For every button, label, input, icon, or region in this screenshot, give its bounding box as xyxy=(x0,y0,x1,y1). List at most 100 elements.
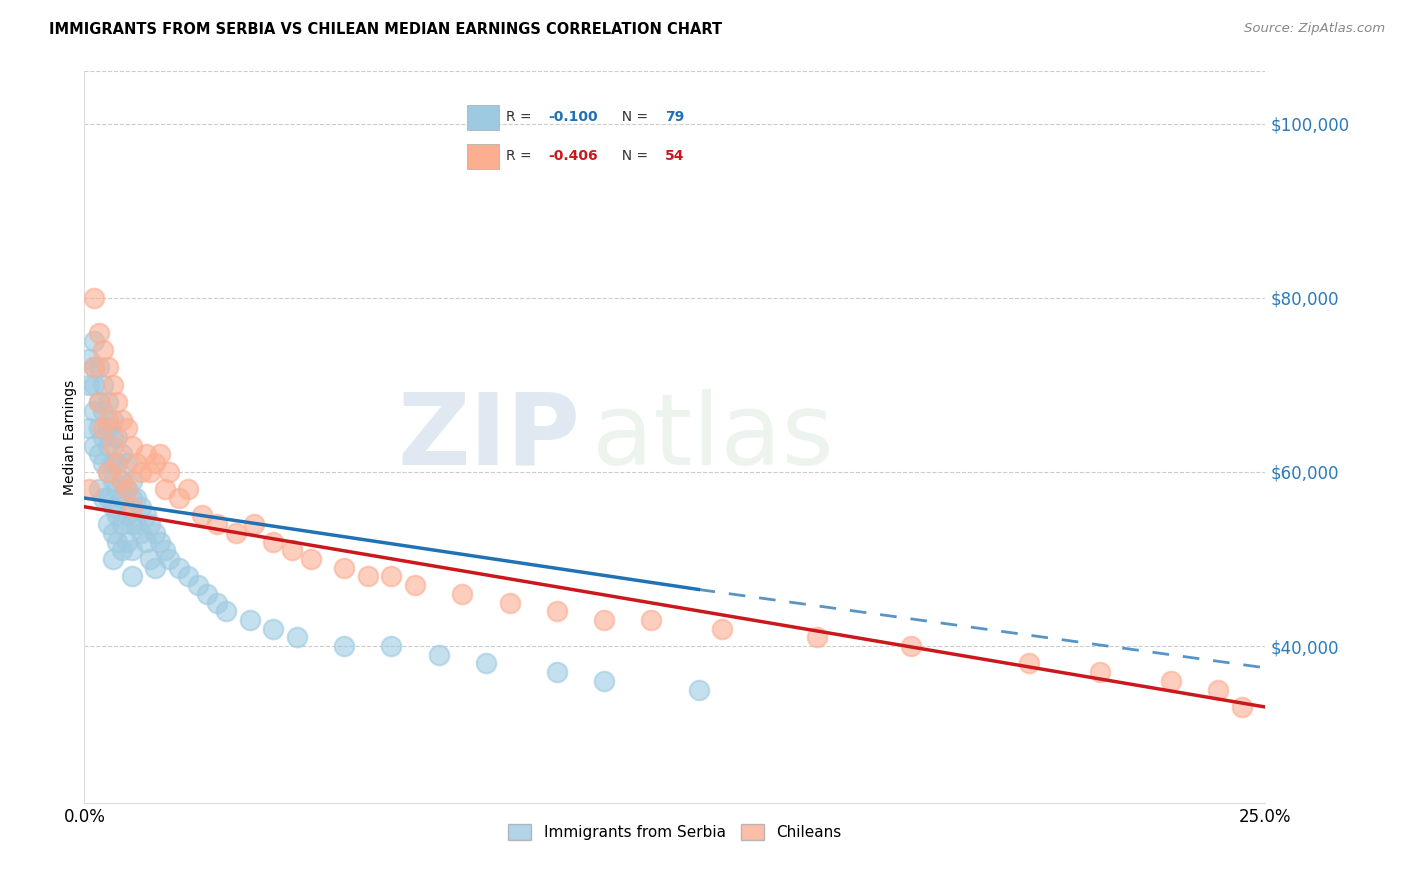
Point xyxy=(77,421,100,435)
Point xyxy=(83,291,105,305)
Point xyxy=(107,395,129,409)
Point xyxy=(97,360,120,375)
Point xyxy=(101,430,124,444)
Point xyxy=(107,430,129,444)
Point xyxy=(380,639,402,653)
Point xyxy=(167,560,190,574)
Point xyxy=(91,421,114,435)
Point xyxy=(111,543,134,558)
Point xyxy=(177,483,200,497)
Text: IMMIGRANTS FROM SERBIA VS CHILEAN MEDIAN EARNINGS CORRELATION CHART: IMMIGRANTS FROM SERBIA VS CHILEAN MEDIAN… xyxy=(49,22,723,37)
Point xyxy=(125,491,148,505)
Point xyxy=(83,439,105,453)
Point xyxy=(143,560,166,574)
Point xyxy=(225,525,247,540)
Point xyxy=(205,595,228,609)
Point xyxy=(97,395,120,409)
Point xyxy=(101,474,124,488)
Point xyxy=(115,421,138,435)
Point xyxy=(427,648,450,662)
Point xyxy=(475,657,498,671)
Point xyxy=(333,639,356,653)
Point xyxy=(115,483,138,497)
Legend: Immigrants from Serbia, Chileans: Immigrants from Serbia, Chileans xyxy=(502,818,848,847)
Point xyxy=(101,456,124,470)
Point xyxy=(498,595,520,609)
Point xyxy=(143,525,166,540)
Point xyxy=(593,613,616,627)
Point xyxy=(135,534,157,549)
Point xyxy=(205,517,228,532)
Point xyxy=(167,491,190,505)
Point xyxy=(107,483,129,497)
Point xyxy=(87,448,110,462)
Point xyxy=(87,395,110,409)
Point xyxy=(187,578,209,592)
Point xyxy=(149,448,172,462)
Point xyxy=(121,517,143,532)
Point xyxy=(77,483,100,497)
Point xyxy=(593,673,616,688)
Point xyxy=(101,377,124,392)
Point xyxy=(711,622,734,636)
Point xyxy=(115,483,138,497)
Point xyxy=(111,448,134,462)
Point xyxy=(111,517,134,532)
Point xyxy=(191,508,214,523)
Point xyxy=(83,360,105,375)
Point xyxy=(121,500,143,514)
Point xyxy=(115,456,138,470)
Point xyxy=(404,578,426,592)
Text: ZIP: ZIP xyxy=(398,389,581,485)
Point xyxy=(125,517,148,532)
Text: Source: ZipAtlas.com: Source: ZipAtlas.com xyxy=(1244,22,1385,36)
Point xyxy=(357,569,380,583)
Point xyxy=(83,377,105,392)
Point xyxy=(177,569,200,583)
Point xyxy=(380,569,402,583)
Point xyxy=(135,448,157,462)
Point xyxy=(299,552,322,566)
Point xyxy=(121,491,143,505)
Point xyxy=(111,491,134,505)
Point xyxy=(157,552,180,566)
Point xyxy=(107,456,129,470)
Point xyxy=(139,465,162,479)
Point xyxy=(97,517,120,532)
Point xyxy=(111,474,134,488)
Point xyxy=(107,456,129,470)
Point xyxy=(281,543,304,558)
Point xyxy=(139,517,162,532)
Point xyxy=(107,534,129,549)
Point xyxy=(451,587,474,601)
Point xyxy=(101,500,124,514)
Point xyxy=(91,456,114,470)
Point xyxy=(115,508,138,523)
Point xyxy=(262,622,284,636)
Point xyxy=(125,456,148,470)
Point xyxy=(97,412,120,426)
Point xyxy=(77,377,100,392)
Point xyxy=(101,525,124,540)
Point xyxy=(97,465,120,479)
Point xyxy=(91,404,114,418)
Point xyxy=(87,483,110,497)
Point xyxy=(97,465,120,479)
Point xyxy=(87,395,110,409)
Point xyxy=(121,569,143,583)
Point xyxy=(806,631,828,645)
Point xyxy=(285,631,308,645)
Point xyxy=(153,543,176,558)
Point xyxy=(91,377,114,392)
Point xyxy=(243,517,266,532)
Point xyxy=(87,360,110,375)
Point xyxy=(87,326,110,340)
Point xyxy=(546,665,568,680)
Point xyxy=(121,439,143,453)
Point xyxy=(153,483,176,497)
Point xyxy=(83,360,105,375)
Point xyxy=(115,534,138,549)
Point xyxy=(129,525,152,540)
Point xyxy=(91,343,114,357)
Point xyxy=(97,421,120,435)
